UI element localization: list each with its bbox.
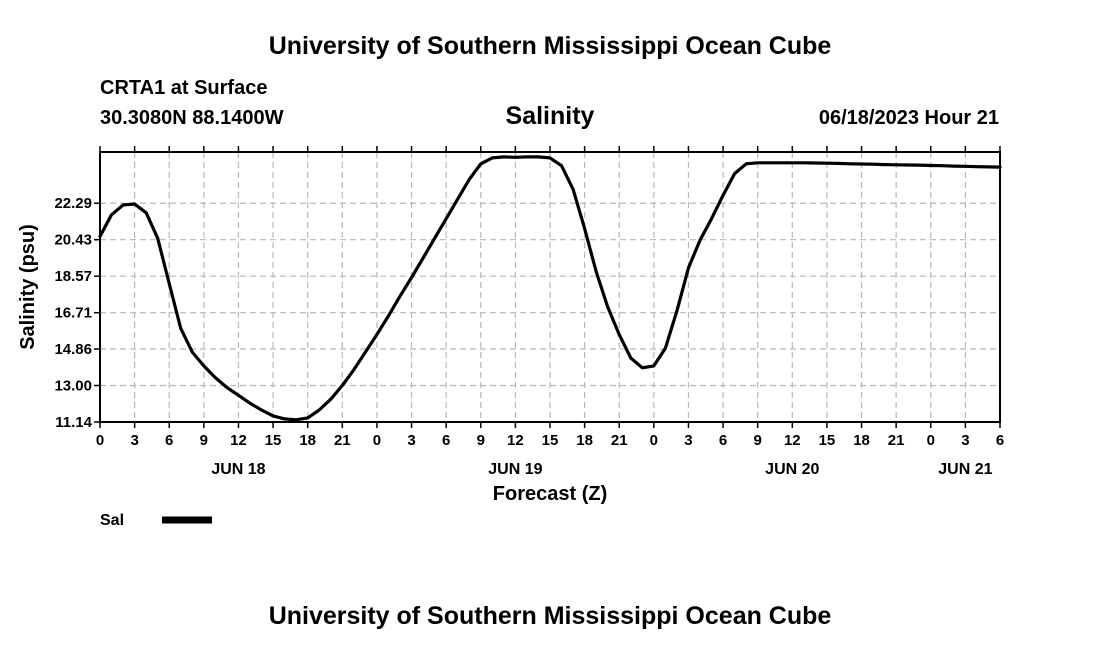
x-tick-label: 6 [165,432,173,449]
x-tick-label: 3 [961,432,969,449]
x-tick-label: 12 [507,432,524,449]
x-tick-label: 18 [576,432,593,449]
chart-main-title: University of Southern Mississippi Ocean… [269,32,832,60]
x-tick-label: 0 [650,432,658,449]
x-tick-label: 12 [230,432,247,449]
gridlines [100,152,1000,422]
y-axis-title: Salinity (psu) [17,224,39,350]
x-tick-label: 9 [200,432,208,449]
coordinates-label: 30.3080N 88.1400W [100,107,284,129]
station-label: CRTA1 at Surface [100,77,267,99]
x-axis-ticks: 0 3 6 9 12 15 18 21 0 3 6 9 12 15 18 21 0 3 6 9 12 15 18 21 0 3 6 [96,146,1004,449]
x-tick-label: 0 [373,432,381,449]
x-tick-label: 6 [996,432,1004,449]
date-label: JUN 20 [765,461,819,478]
x-tick-label: 12 [784,432,801,449]
x-tick-label: 0 [96,432,104,449]
x-tick-label: 15 [819,432,836,449]
y-tick-label: 11.14 [55,414,92,431]
x-tick-label: 15 [542,432,559,449]
y-tick-label: 16.71 [54,305,92,322]
y-tick-label: 18.57 [54,268,92,285]
y-axis-ticks: 11.14 13.00 14.86 16.71 18.57 20.43 22.29 [54,195,100,431]
y-tick-label: 20.43 [54,232,92,249]
y-tick-label: 22.29 [54,195,92,212]
x-tick-label: 18 [853,432,870,449]
y-tick-label: 13.00 [54,378,92,395]
plot-frame [99,151,1001,423]
x-tick-label: 15 [265,432,282,449]
x-tick-label: 6 [719,432,727,449]
date-label: JUN 18 [211,461,265,478]
x-tick-label: 0 [927,432,935,449]
y-tick-label: 14.86 [54,341,92,358]
data-series [98,155,1002,422]
date-label: JUN 21 [938,461,992,478]
x-tick-label: 21 [888,432,905,449]
x-tick-label: 9 [754,432,762,449]
x-tick-label: 9 [477,432,485,449]
x-tick-label: 21 [611,432,628,449]
footer-title: University of Southern Mississippi Ocean… [269,602,832,630]
x-tick-label: 18 [299,432,316,449]
series-line-sal [98,155,1002,422]
timestamp-label: 06/18/2023 Hour 21 [819,107,999,129]
x-axis-title: Forecast (Z) [493,483,607,505]
x-tick-label: 21 [334,432,351,449]
legend-label: Sal [100,512,124,529]
date-label: JUN 19 [488,461,542,478]
x-tick-label: 3 [130,432,138,449]
x-tick-label: 3 [684,432,692,449]
date-labels: JUN 18 JUN 19 JUN 20 JUN 21 [211,461,992,478]
parameter-title: Salinity [506,102,595,130]
x-tick-label: 6 [442,432,450,449]
x-tick-label: 3 [407,432,415,449]
